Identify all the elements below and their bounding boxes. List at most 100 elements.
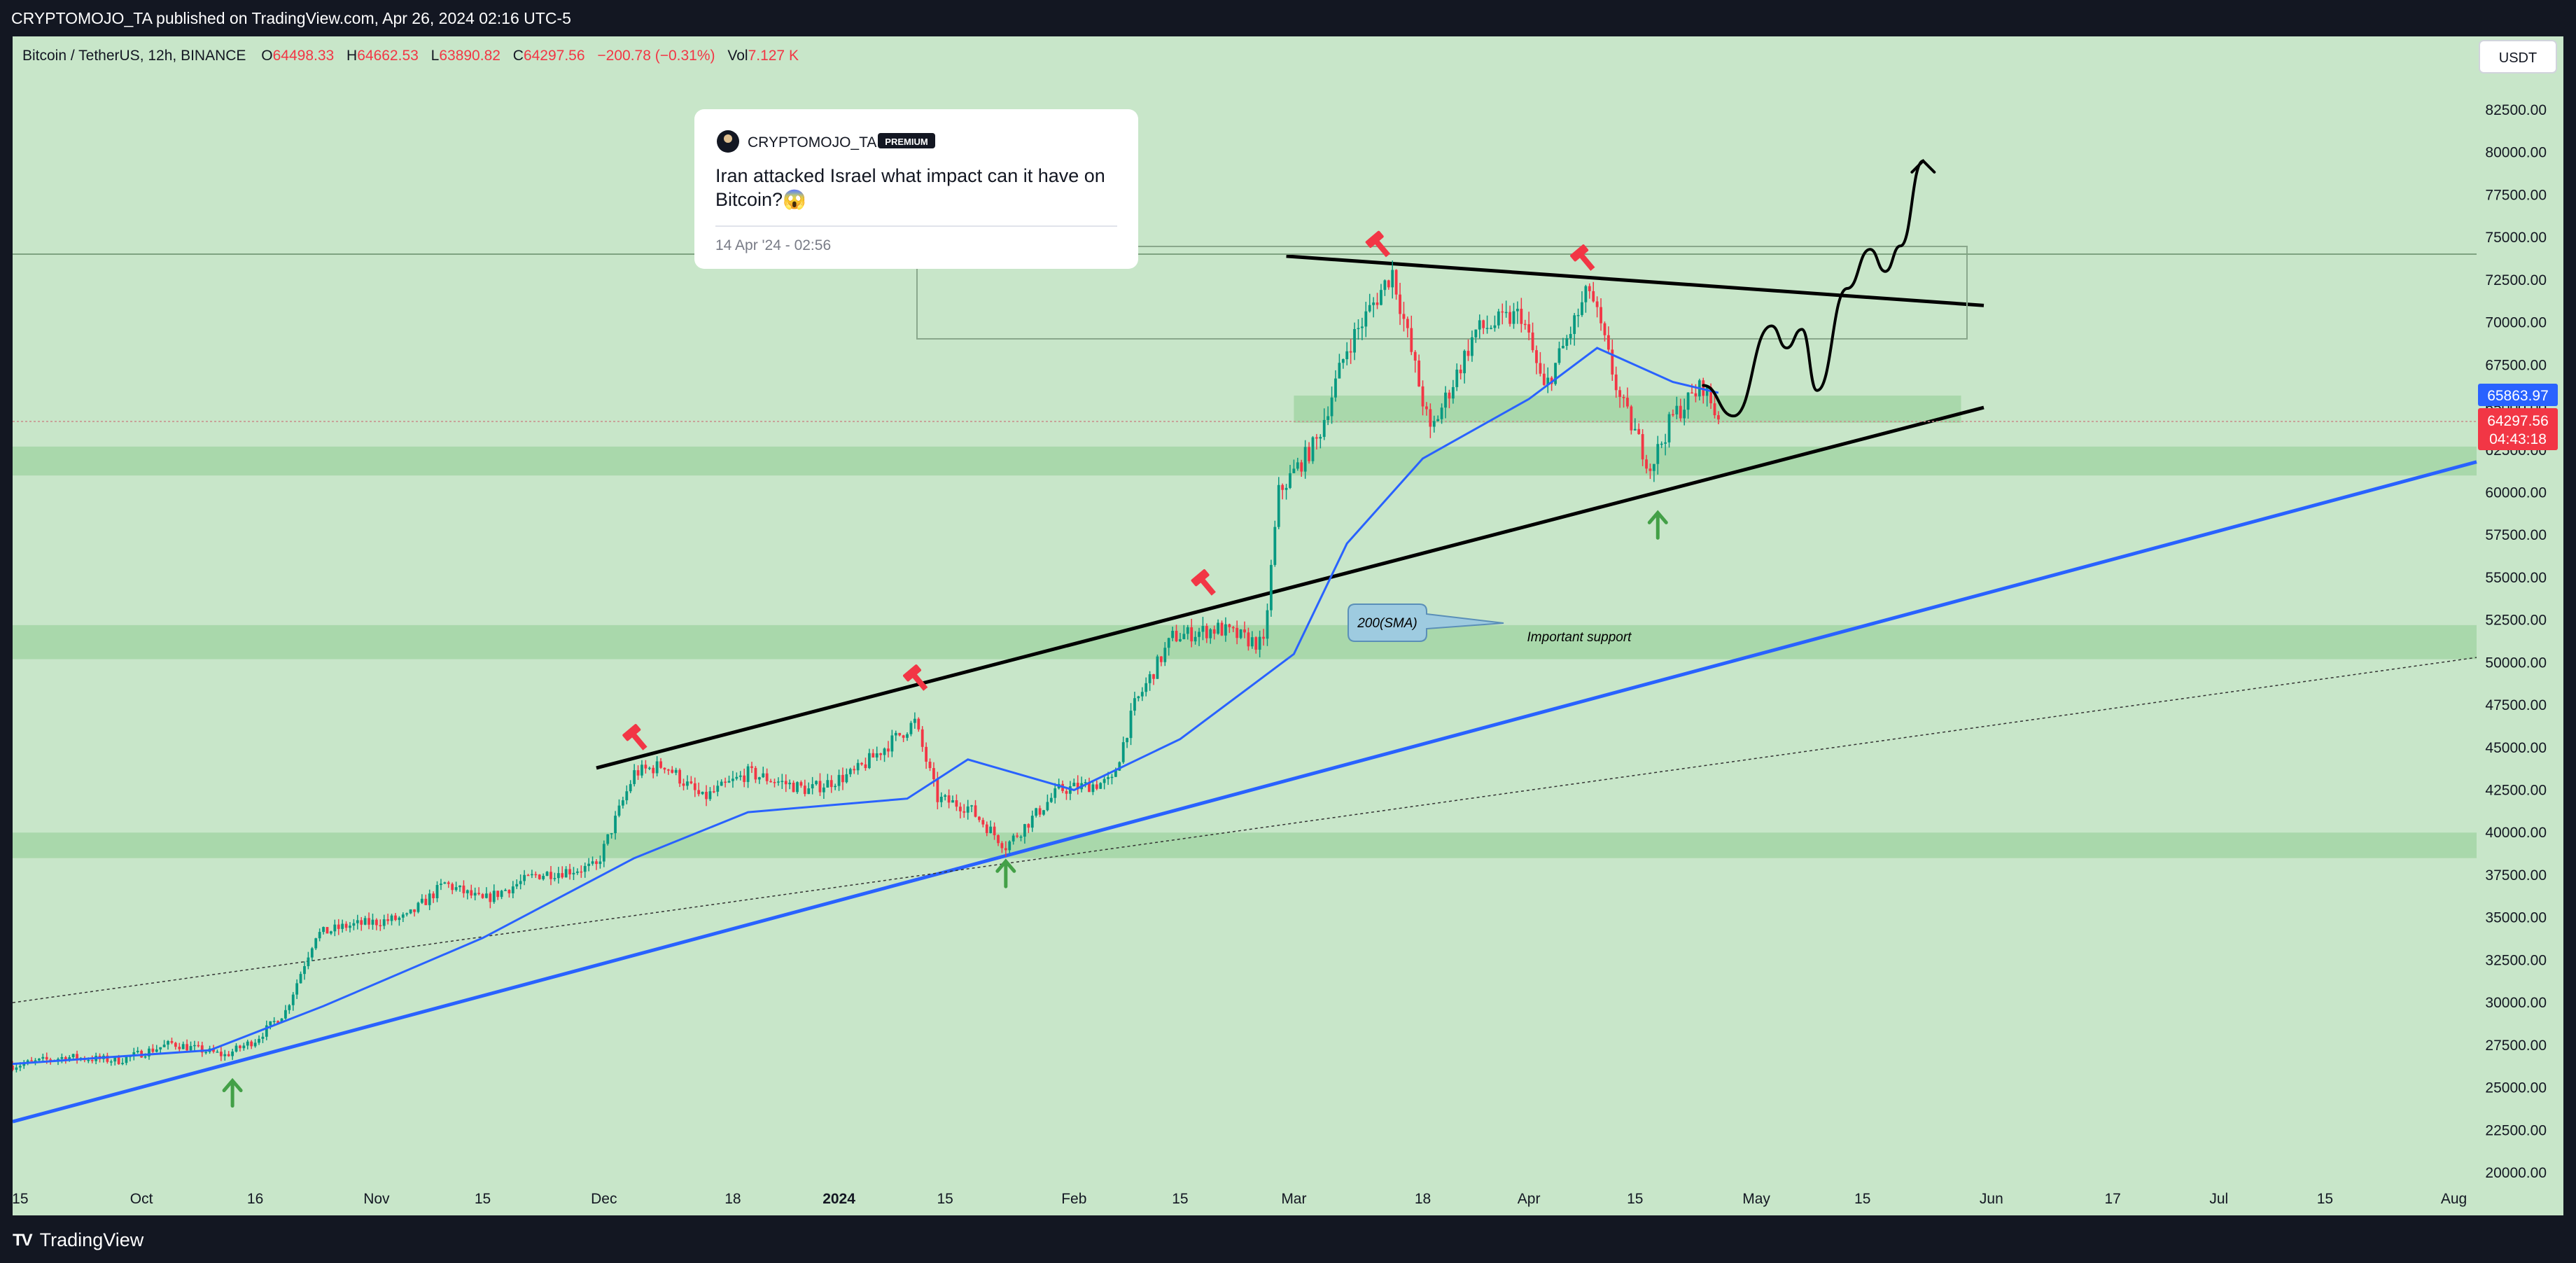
candle-body-158 bbox=[610, 833, 613, 835]
top-marker-icon bbox=[622, 724, 648, 751]
x-tick-label: 15 bbox=[1854, 1191, 1870, 1207]
candle-body-390 bbox=[1490, 328, 1492, 329]
candle-body-105 bbox=[409, 909, 412, 914]
candle-body-313 bbox=[1198, 632, 1200, 637]
candle-body-17 bbox=[76, 1054, 78, 1059]
candle-body-273 bbox=[1046, 802, 1049, 811]
candle-body-324 bbox=[1239, 629, 1242, 639]
candle-body-359 bbox=[1372, 302, 1376, 305]
candle-body-372 bbox=[1421, 386, 1424, 407]
candle-body-418 bbox=[1595, 301, 1599, 307]
premium-badge bbox=[878, 133, 935, 148]
candle-body-298 bbox=[1140, 692, 1144, 697]
candle-body-253 bbox=[970, 805, 973, 807]
candle-body-106 bbox=[413, 909, 416, 912]
candle-body-183 bbox=[705, 791, 708, 800]
candle-body-146 bbox=[564, 869, 568, 878]
candle-body-58 bbox=[231, 1051, 234, 1056]
candle-body-186 bbox=[716, 786, 720, 792]
tradingview-brand[interactable]: TV TradingView bbox=[13, 1229, 144, 1251]
candle-body-443 bbox=[1690, 392, 1693, 394]
y-tick-label: 57500.00 bbox=[2485, 527, 2547, 543]
candle-body-79 bbox=[310, 948, 314, 958]
candle-body-263 bbox=[1008, 841, 1011, 851]
candle-body-173 bbox=[666, 769, 670, 771]
legend-high-label: H bbox=[346, 48, 357, 64]
top-marker-handle-4 bbox=[1578, 253, 1595, 271]
candle-body-157 bbox=[606, 834, 610, 844]
legend-vol: 7.127 K bbox=[748, 48, 799, 64]
trendline-2 bbox=[13, 460, 2477, 1124]
candle-body-162 bbox=[625, 791, 629, 801]
candle-body-288 bbox=[1102, 779, 1106, 783]
x-tick-label: 15 bbox=[1172, 1191, 1188, 1207]
candle-body-57 bbox=[227, 1054, 230, 1056]
candle-body-123 bbox=[477, 893, 480, 895]
candle-body-402 bbox=[1535, 350, 1538, 363]
price-chart[interactable]: 200(SMA) Important support 82500.00 80000… bbox=[13, 36, 2563, 1215]
candle-body-85 bbox=[333, 924, 337, 932]
zone-0 bbox=[13, 832, 2477, 858]
candle-body-118 bbox=[458, 885, 461, 888]
candle-body-354 bbox=[1353, 329, 1356, 353]
currency-button[interactable]: USDT bbox=[2479, 40, 2557, 74]
candle-body-350 bbox=[1338, 363, 1341, 379]
candle-body-411 bbox=[1569, 334, 1572, 339]
candle-body-421 bbox=[1606, 335, 1610, 350]
candle-body-303 bbox=[1159, 656, 1163, 662]
candle-body-208 bbox=[799, 782, 803, 786]
candle-body-100 bbox=[390, 915, 393, 921]
svg-text:Bitcoin / TetherUS, 12h, BINAN: Bitcoin / TetherUS, 12h, BINANCE O64498.… bbox=[22, 48, 799, 64]
candle-body-26 bbox=[109, 1061, 113, 1063]
projection-arrow bbox=[1910, 159, 1936, 174]
candle-body-218 bbox=[837, 774, 841, 786]
candle-body-169 bbox=[652, 767, 655, 774]
candle-body-92 bbox=[360, 920, 363, 925]
candle-body-398 bbox=[1520, 309, 1523, 324]
candle-body-272 bbox=[1042, 810, 1045, 815]
candle-body-446 bbox=[1702, 380, 1705, 396]
y-tick-label: 60000.00 bbox=[2485, 484, 2547, 501]
candle-body-383 bbox=[1463, 351, 1466, 374]
candle-body-287 bbox=[1099, 783, 1102, 789]
x-tick-label: 15 bbox=[2317, 1191, 2333, 1207]
sma-label: 200(SMA) bbox=[1357, 616, 1418, 631]
candle-body-240 bbox=[920, 729, 924, 747]
candle-body-366 bbox=[1399, 294, 1401, 314]
candle-body-95 bbox=[371, 919, 374, 925]
candle-body-322 bbox=[1231, 627, 1235, 629]
candle-body-248 bbox=[951, 800, 954, 803]
y-tick-label: 42500.00 bbox=[2485, 783, 2547, 799]
candle-body-145 bbox=[561, 873, 564, 878]
brand-label: TradingView bbox=[39, 1229, 144, 1250]
candle-body-436 bbox=[1664, 442, 1667, 444]
candle-body-54 bbox=[216, 1052, 219, 1053]
candle-body-132 bbox=[511, 886, 514, 893]
candle-body-53 bbox=[212, 1048, 215, 1052]
candle-body-332 bbox=[1270, 564, 1273, 610]
candle-body-139 bbox=[538, 874, 541, 879]
candle-body-167 bbox=[644, 765, 648, 769]
candle-body-202 bbox=[777, 781, 780, 783]
candle-body-299 bbox=[1144, 683, 1148, 692]
candle-body-232 bbox=[890, 735, 894, 752]
candle-body-449 bbox=[1713, 403, 1716, 416]
candle-body-249 bbox=[955, 800, 958, 807]
y-tick-label: 45000.00 bbox=[2485, 740, 2547, 756]
candle-body-236 bbox=[906, 734, 909, 738]
idea-card[interactable]: CRYPTOMOJO_TA PREMIUM Iran attacked Isra… bbox=[694, 109, 1138, 269]
x-tick-label: Oct bbox=[130, 1191, 153, 1207]
y-tick-label: 32500.00 bbox=[2485, 952, 2547, 968]
candle-body-256 bbox=[981, 820, 985, 825]
top-marker-head-4 bbox=[1570, 244, 1589, 262]
candle-body-300 bbox=[1148, 674, 1152, 683]
candle-body-422 bbox=[1611, 349, 1614, 375]
price-axis: 82500.00 80000.00 77500.00 75000.00 72500.00… bbox=[2485, 102, 2547, 1181]
candle-body-434 bbox=[1656, 444, 1660, 464]
candle-body-121 bbox=[470, 890, 473, 896]
candle-body-179 bbox=[690, 781, 693, 783]
candle-body-386 bbox=[1474, 329, 1478, 337]
candle-body-217 bbox=[834, 786, 837, 788]
candle-body-375 bbox=[1432, 421, 1436, 427]
candle-body-25 bbox=[106, 1055, 109, 1062]
